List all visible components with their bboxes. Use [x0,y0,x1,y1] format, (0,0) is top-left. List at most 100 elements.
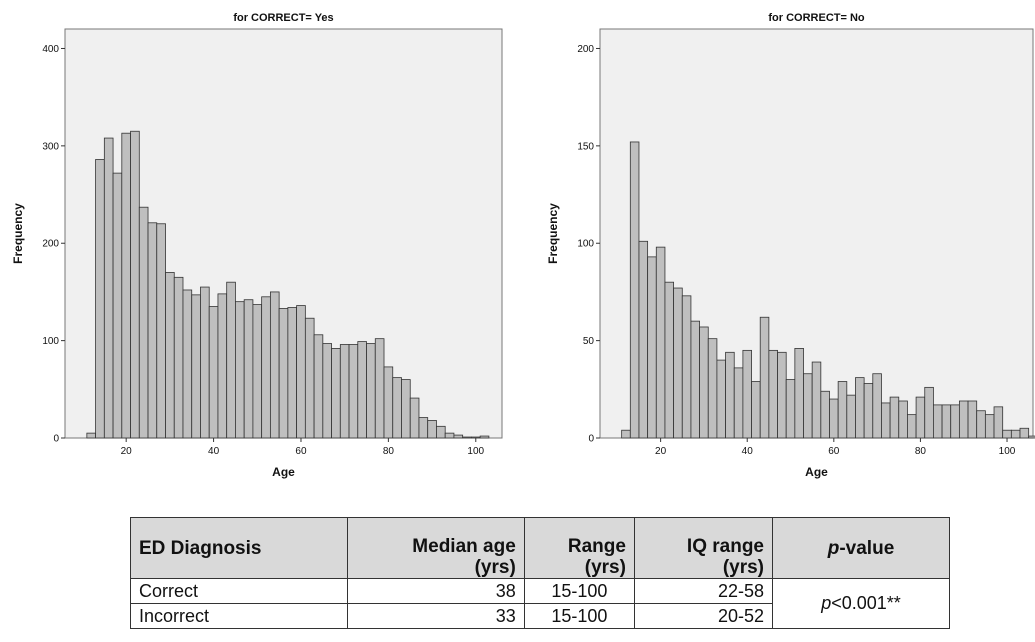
histogram-bar [217,293,228,439]
histogram-bar [803,373,813,439]
header-iq-range-line2: (yrs) [722,557,764,578]
x-tick-label: 20 [121,446,133,457]
histogram-bar [889,396,900,439]
y-tick-label: 0 [53,434,59,445]
cell-median: 33 [347,603,525,629]
histogram-bar [462,436,472,439]
histogram-bar [130,130,140,439]
y-tick-label: 50 [583,336,595,347]
histogram-bar [872,373,882,439]
histogram-bar [427,420,437,439]
histogram-bar [725,351,735,439]
histogram-bar [707,338,718,439]
header-p-rest: -value [839,537,895,559]
cell-median: 38 [347,578,525,604]
table-header-row: ED Diagnosis Median age (yrs) Range (yrs) … [130,517,950,579]
cell-range: 15-100 [523,578,635,604]
histogram-bar [837,381,848,439]
cell-p-value: p<0.001** [772,578,950,629]
histogram-bar [200,286,210,439]
histogram-bar [829,398,839,439]
histogram-bar [629,141,640,439]
chart-title: for CORRECT= No [768,12,865,24]
histogram-bar [647,256,657,439]
histogram-bar [243,299,254,439]
histogram-bar [392,377,402,439]
histogram-bar [950,404,960,439]
header-median-age-line1: Median age [412,536,516,557]
histogram-bar [716,359,726,439]
histogram-bar [208,306,219,439]
header-ed-diagnosis: ED Diagnosis [130,517,348,579]
histogram-bar [751,381,761,439]
histogram-bar [479,435,490,439]
histogram-bar [759,316,770,439]
histogram-bar [967,400,978,439]
histogram-correct-yes: for CORRECT= Yes 20 40 60 80 100 0 100 200 300 400… [11,12,503,479]
histogram-bar [409,397,420,439]
histogram-bar [453,434,464,439]
header-range-line1: Range [567,536,626,557]
histogram-bar [252,304,263,439]
histogram-bar [621,429,631,439]
histogram-bar [235,301,245,439]
histogram-bar [984,414,995,439]
histogram-bar [401,379,411,439]
chart-title: for CORRECT= Yes [233,12,333,24]
histogram-bar [374,338,385,439]
histogram-bar [924,386,934,439]
y-tick-label: 200 [42,239,59,250]
x-tick-label: 80 [915,446,927,457]
histogram-bar [296,305,306,439]
p-value-italic: p [821,593,832,613]
header-median-age: Median age (yrs) [347,517,525,579]
histogram-bar [287,307,298,439]
histogram-correct-no: for CORRECT= No 20 40 60 80 100 0 50 100 150 200 Ag… [546,12,1035,479]
histogram-bar [1019,427,1030,439]
histogram-bar [958,400,969,439]
header-iq-range: IQ range (yrs) [633,517,774,579]
histogram-bar [638,240,649,439]
histogram-bar [699,326,709,439]
x-tick-label: 60 [295,446,307,457]
x-axis-label: Age [272,465,295,479]
x-tick-label: 20 [655,446,667,457]
histogram-bar [103,137,114,439]
histogram-bar [855,377,865,439]
histogram-bar [444,432,455,439]
histogram-bar [322,343,332,439]
cell-diagnosis: Correct [130,578,348,604]
histogram-bar [820,390,830,439]
histogram-bar [226,281,236,439]
header-median-age-line2: (yrs) [474,557,516,578]
y-tick-label: 300 [42,141,59,152]
histogram-bar [915,396,926,439]
histogram-bar [269,291,280,439]
histogram-bar [304,317,315,439]
histogram-bar [95,159,105,439]
histogram-bar [173,276,184,439]
histogram-bar [471,436,481,439]
histogram-bar [1028,435,1035,439]
y-tick-label: 200 [577,44,594,55]
header-p-value: p-value [772,517,950,579]
x-tick-label: 100 [467,446,484,457]
histogram-bar [681,295,692,439]
histogram-bar [348,344,359,439]
header-iq-range-line1: IQ range [686,536,764,557]
header-range: Range (yrs) [523,517,635,579]
histogram-bar [339,344,350,439]
histogram-bar [112,172,123,439]
histogram-bar [418,417,429,439]
histogram-bar [785,379,796,439]
cell-iq-range: 22-58 [633,578,774,604]
histogram-bar [182,289,193,439]
header-p-italic: p [827,537,840,559]
histogram-bar [383,366,394,439]
histogram-bar [794,348,804,439]
histogram-bar [907,414,917,439]
histogram-bar [331,348,341,439]
y-tick-label: 150 [577,141,594,152]
histogram-bar [777,351,787,439]
histogram-bar [690,320,700,439]
